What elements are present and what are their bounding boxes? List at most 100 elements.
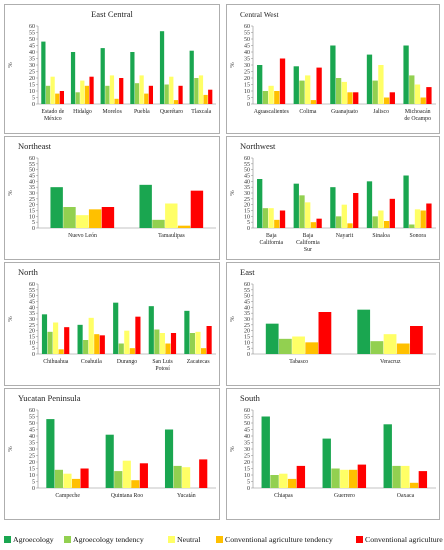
bar-agroecology-baja-california-sur: [293, 183, 299, 228]
bar-agroecology-tendency-jalisco: [372, 80, 378, 104]
y-tick-label: 50: [29, 294, 35, 300]
bar-agroecology-chiapas: [261, 416, 270, 488]
bar-agroecology-chihuahua: [41, 314, 48, 354]
y-tick-label: 60: [244, 408, 250, 414]
y-tick-label: 50: [244, 294, 250, 300]
bar-agroecology-tendency-nayarit: [335, 216, 342, 228]
x-category-label: Veracruz: [380, 359, 401, 365]
bar-agroecology-sinaloa: [366, 181, 373, 228]
y-tick-label: 45: [29, 174, 35, 180]
bar-neutral-baja-california: [268, 208, 274, 228]
chart-title: East Central: [91, 9, 133, 19]
bar-agroecology-tendency-michoac-n-de-ocampo: [409, 75, 415, 104]
y-tick-label: 30: [244, 317, 250, 323]
y-axis-label: %: [7, 62, 14, 68]
y-tick-label: 40: [244, 50, 250, 56]
y-tick-label: 40: [29, 305, 35, 311]
x-category-label: Chiapas: [274, 493, 293, 499]
bar-agroecology-colima: [293, 66, 299, 104]
y-tick-label: 60: [29, 408, 35, 414]
bar-conventional-agriculture-baja-california-sur: [316, 218, 322, 228]
bar-agroecology-tendency-tlaxcala: [194, 78, 199, 104]
y-tick-label: 0: [32, 102, 35, 108]
y-tick-label: 25: [244, 323, 250, 329]
y-tick-label: 60: [29, 282, 35, 288]
bar-conventional-agriculture-puebla: [148, 85, 154, 104]
y-tick-label: 45: [29, 300, 35, 306]
bar-conventional-agriculture-tendency-veracruz: [396, 343, 410, 354]
bar-conventional-agriculture-tendency-zacatecas: [200, 348, 207, 354]
x-category-label: Puebla: [134, 109, 150, 115]
bar-agroecology-tendency-nuevo-le-n: [63, 207, 76, 228]
chart-title: Northwest: [240, 141, 276, 151]
y-tick-label: 20: [29, 329, 35, 335]
x-category-label: Colima: [299, 109, 316, 115]
bar-agroecology-aguascalientes: [257, 65, 263, 104]
y-tick-label: 25: [244, 197, 250, 203]
bar-agroecology-tabasco: [265, 323, 279, 354]
bar-neutral-durango: [124, 330, 130, 354]
x-category-label: Querétaro: [160, 109, 183, 115]
x-category-label: Jalisco: [373, 109, 389, 115]
bar-agroecology-quintana-roo: [105, 434, 114, 488]
bar-conventional-agriculture-tendency-nuevo-le-n: [88, 209, 102, 228]
bar-neutral-michoac-n-de-ocampo: [414, 84, 421, 104]
y-tick-label: 40: [244, 179, 250, 185]
panel-frame: [4, 136, 220, 260]
y-tick-label: 5: [32, 96, 35, 102]
y-tick-label: 45: [244, 428, 250, 434]
bar-neutral-chiapas: [279, 473, 288, 488]
bar-agroecology-sonora: [403, 175, 409, 228]
bar-agroecology-tamaulipas: [139, 184, 152, 228]
bar-conventional-agriculture-michoac-n-de-ocampo: [426, 87, 432, 104]
y-tick-label: 10: [244, 214, 250, 220]
bar-conventional-agriculture-coahuila: [99, 335, 105, 354]
y-tick-label: 5: [32, 220, 35, 226]
bar-conventional-agriculture-quintana-roo: [139, 463, 148, 488]
bar-conventional-agriculture-tendency-quer-taro: [173, 100, 179, 104]
bar-agroecology-tendency-morelos: [105, 85, 110, 104]
bar-neutral-tabasco: [292, 336, 305, 354]
y-tick-label: 55: [244, 31, 250, 37]
legend-label: Conventional agriculture tendency: [225, 535, 333, 544]
bar-agroecology-tendency-chiapas: [270, 475, 279, 488]
bar-conventional-agriculture-tendency-morelos: [114, 98, 119, 104]
bar-conventional-agriculture-guerrero: [357, 464, 367, 488]
x-category-label: Quintana Roo: [111, 493, 143, 499]
bar-conventional-agriculture-tendency-hidalgo: [84, 85, 90, 104]
bar-agroecology-nayarit: [330, 187, 336, 228]
bar-conventional-agriculture-estado-de-m-xico: [59, 91, 65, 104]
x-category-label: Nuevo León: [68, 233, 97, 239]
bar-conventional-agriculture-tendency-jalisco: [383, 97, 390, 104]
x-category-label: Baja: [303, 233, 314, 239]
bar-conventional-agriculture-yucat-n: [199, 459, 208, 488]
y-tick-label: 25: [29, 197, 35, 203]
y-tick-label: 35: [244, 311, 250, 317]
y-tick-label: 15: [29, 209, 35, 215]
bar-neutral-veracruz: [383, 334, 397, 354]
bar-agroecology-tendency-durango: [118, 343, 124, 354]
bar-neutral-morelos: [109, 75, 115, 104]
y-tick-label: 50: [244, 37, 250, 43]
bar-agroecology-tendency-sinaloa: [372, 216, 378, 228]
y-tick-label: 35: [29, 185, 35, 191]
bar-neutral-tamaulipas: [165, 203, 178, 228]
y-tick-label: 15: [244, 335, 250, 341]
y-tick-label: 5: [32, 480, 35, 486]
bar-agroecology-tendency-oaxaca: [392, 465, 401, 488]
y-tick-label: 20: [29, 76, 35, 82]
bar-agroecology-hidalgo: [70, 52, 76, 104]
y-tick-label: 5: [247, 480, 250, 486]
y-tick-label: 20: [29, 460, 35, 466]
x-category-label: Tamaulipas: [158, 233, 185, 239]
bar-agroecology-zacatecas: [184, 310, 190, 354]
bar-neutral-sonora: [414, 209, 421, 228]
legend-item-conventional-agriculture: Conventional agriculture: [356, 535, 443, 544]
y-tick-label: 0: [247, 352, 250, 358]
x-category-label: Potosí: [155, 366, 170, 372]
legend-swatch: [216, 536, 223, 543]
y-tick-label: 0: [247, 102, 250, 108]
y-tick-label: 15: [244, 467, 250, 473]
y-tick-label: 30: [244, 191, 250, 197]
bar-neutral-colima: [305, 75, 311, 104]
